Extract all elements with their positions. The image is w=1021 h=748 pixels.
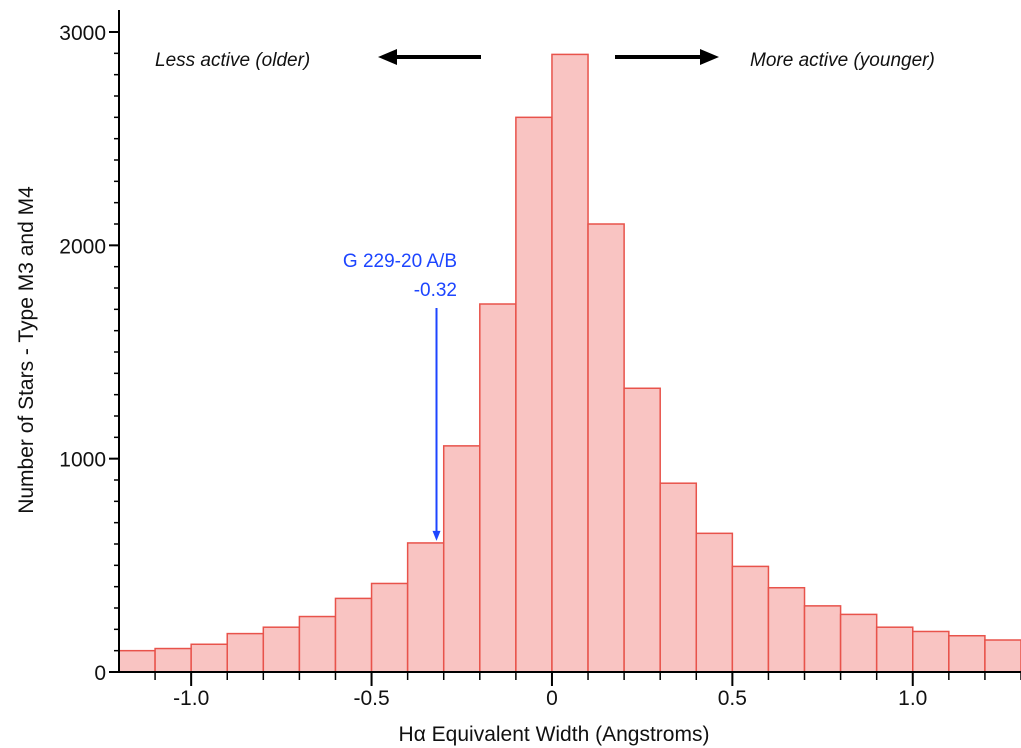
x-tick-label: 1.0	[898, 687, 927, 710]
histogram-bar	[551, 53, 589, 673]
histogram-bar	[442, 445, 481, 673]
marker-value-label: -0.32	[414, 280, 457, 301]
right-arrow-icon	[615, 49, 719, 65]
histogram-bar	[731, 565, 770, 673]
histogram-bar	[623, 387, 661, 673]
x-axis-label: Hα Equivalent Width (Angstroms)	[399, 723, 710, 746]
y-tick-label: 3000	[59, 22, 106, 45]
histogram-bar	[118, 649, 156, 673]
y-tick-label: 0	[94, 662, 106, 685]
x-tick-label: -0.5	[353, 687, 389, 710]
histogram-bar	[803, 605, 842, 673]
y-tick-label: 1000	[59, 449, 106, 472]
histogram-bar	[154, 647, 192, 673]
histogram-bar	[984, 639, 1021, 673]
histogram-bar	[587, 223, 625, 673]
histogram-bar	[479, 303, 517, 673]
histogram-bar	[839, 613, 878, 673]
histogram-bar	[912, 630, 950, 673]
marker-arrowhead-icon	[432, 530, 441, 541]
histogram-bar	[226, 632, 265, 673]
more-active-note: More active (younger)	[750, 50, 935, 71]
histogram-bar	[875, 626, 914, 673]
y-axis-label: Number of Stars - Type M3 and M4	[15, 186, 38, 514]
marker-label: G 229-20 A/B	[343, 251, 457, 272]
histogram-bar	[515, 116, 553, 673]
histogram-bar	[767, 586, 806, 673]
x-tick-label: 0	[546, 687, 558, 710]
x-tick-label: -1.0	[173, 687, 209, 710]
marker-annotation: G 229-20 A/B -0.32	[343, 251, 457, 541]
bars-group	[118, 53, 1021, 673]
histogram-bar	[334, 597, 373, 673]
histogram-bar	[262, 626, 301, 673]
histogram-bar	[190, 643, 228, 673]
histogram-bar	[659, 482, 698, 673]
histogram-bar	[298, 615, 337, 673]
histogram-bar	[406, 542, 445, 673]
tick-labels-group: -1.0 -0.5 0 0.5 1.0 0 1000 2000 3000	[59, 22, 927, 710]
less-active-note: Less active (older)	[155, 50, 310, 71]
x-tick-label: 0.5	[718, 687, 747, 710]
histogram-bar	[948, 634, 986, 673]
histogram-bar	[370, 582, 409, 673]
histogram-bar	[695, 532, 734, 673]
left-arrow-icon	[378, 49, 481, 65]
y-tick-label: 2000	[59, 235, 106, 258]
